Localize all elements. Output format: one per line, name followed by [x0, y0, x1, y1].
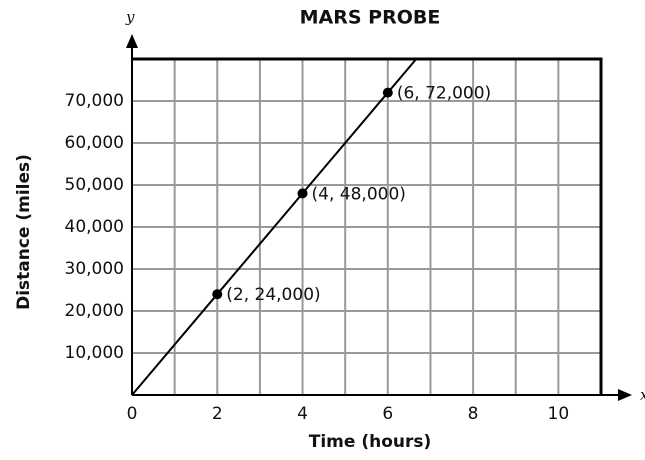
- x-tick-label: 8: [468, 404, 479, 424]
- point: [297, 188, 308, 199]
- x-axis-name: x: [640, 386, 645, 404]
- y-axis-label: Distance (miles): [14, 154, 34, 310]
- data-label: (2, 24,000): [226, 285, 320, 305]
- x-tick-label: 2: [212, 404, 223, 424]
- data-label: (6, 72,000): [397, 84, 491, 104]
- x-tick-label: 6: [382, 404, 393, 424]
- x-tick-label: 4: [297, 404, 308, 424]
- x-tick-label: 10: [548, 404, 570, 424]
- line: [131, 91, 389, 396]
- x-tick-label: 0: [127, 404, 138, 424]
- point: [382, 87, 393, 98]
- data-label: (4, 48,000): [312, 184, 406, 204]
- y-tick-label: 40,000: [65, 217, 124, 237]
- x-arrow: [618, 389, 632, 401]
- y-tick-label: 50,000: [65, 175, 124, 195]
- point: [212, 289, 223, 300]
- chart-title: MARS PROBE: [300, 7, 441, 29]
- y-tick-label: 70,000: [65, 91, 124, 111]
- y-axis-name: y: [125, 8, 135, 26]
- y-tick-label: 60,000: [65, 133, 124, 153]
- y-tick-label: 10,000: [65, 343, 124, 363]
- y-arrow: [126, 34, 138, 48]
- plot-border: [132, 57, 603, 395]
- x-axis-label: Time (hours): [309, 432, 432, 452]
- y-tick-label: 30,000: [65, 259, 124, 279]
- y-tick-label: 20,000: [65, 301, 124, 321]
